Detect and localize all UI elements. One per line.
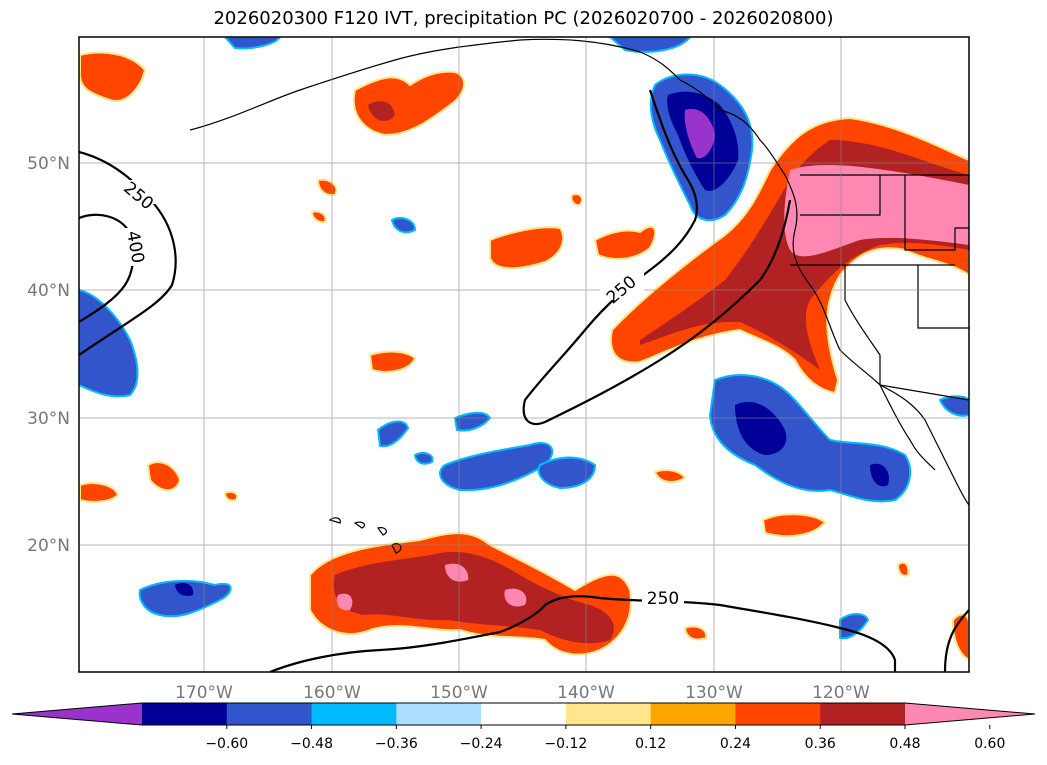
precip-neg-west bbox=[79, 288, 139, 398]
colorbar-segment bbox=[142, 703, 228, 725]
lat-tick-labels: 50°N 40°N 30°N 20°N bbox=[27, 154, 70, 556]
colorbar-tick-label: 0.48 bbox=[889, 736, 920, 752]
coastline-westcoast bbox=[784, 174, 969, 506]
lon-label-170w: 170°W bbox=[175, 683, 233, 703]
border-states3 bbox=[844, 265, 881, 385]
precip-blob-6 bbox=[146, 461, 182, 492]
island-hawaii4 bbox=[391, 543, 402, 554]
colorbar-extend-low bbox=[12, 703, 142, 725]
colorbar-segment bbox=[650, 703, 736, 725]
island-hawaii3 bbox=[377, 527, 387, 536]
precip-blob-1 bbox=[79, 51, 147, 102]
precip-region-south-max2 bbox=[504, 588, 527, 607]
precip-neg-baja-strong bbox=[735, 401, 787, 455]
colorbar-outline bbox=[11, 702, 1036, 726]
precip-blob-16 bbox=[223, 490, 238, 502]
colorbar-tick-label: 0.12 bbox=[635, 736, 666, 752]
map-title: 2026020300 F120 IVT, precipitation PC (2… bbox=[213, 8, 834, 29]
colorbar-segment bbox=[311, 703, 397, 725]
precip-region-south-strong bbox=[333, 551, 614, 644]
colorbar-tick-label: −0.60 bbox=[205, 736, 248, 752]
coastlines bbox=[189, 38, 969, 554]
precip-blob-4 bbox=[593, 225, 657, 261]
ivt-contour-250-east bbox=[943, 609, 969, 672]
colorbar-segment bbox=[481, 703, 567, 725]
coastline-alaska bbox=[189, 38, 681, 131]
precip-blob-7 bbox=[79, 482, 120, 503]
precip-region-south-max1 bbox=[445, 563, 469, 582]
precip-blob-9 bbox=[653, 469, 687, 483]
lon-label-140w: 140°W bbox=[557, 683, 615, 703]
border-mexico bbox=[879, 384, 969, 401]
colorbar-segment bbox=[565, 703, 652, 725]
colorbar-segment bbox=[396, 703, 482, 725]
contour-label-250-south: 250 bbox=[647, 589, 679, 609]
colorbar-tick-label: 0.24 bbox=[720, 736, 751, 752]
lon-label-150w: 150°W bbox=[430, 683, 488, 703]
ivt-contour-250-south bbox=[269, 595, 897, 672]
ivt-contour-250-west bbox=[79, 150, 177, 356]
colorbar-tick-label: 0.36 bbox=[805, 736, 836, 752]
colorbar: −0.60 −0.48 −0.36 −0.24 −0.12 0.12 0.24 0.36 0.4… bbox=[11, 702, 1036, 752]
precip-neg-mid3 bbox=[376, 420, 410, 448]
lon-label-120w: 120°W bbox=[812, 683, 870, 703]
contour-labels: 250 400 250 250 bbox=[118, 178, 684, 609]
gridlines bbox=[79, 37, 969, 672]
precip-blob-3 bbox=[489, 226, 565, 270]
coastline-bc bbox=[679, 79, 786, 176]
precip-neg-small4 bbox=[413, 452, 434, 465]
precip-blob-10 bbox=[683, 625, 708, 641]
precip-neg-baja-strong2 bbox=[870, 463, 889, 487]
colorbar-segment bbox=[226, 703, 313, 725]
precip-blob-12 bbox=[310, 210, 327, 224]
coastline-baja bbox=[879, 384, 936, 471]
lon-tick-labels: 170°W 160°W 150°W 140°W 130°W 120°W bbox=[175, 683, 870, 703]
precip-neg-small1 bbox=[390, 217, 417, 234]
precip-neg-sw bbox=[138, 579, 232, 618]
precip-region-south-max3 bbox=[336, 593, 353, 611]
lat-label-50n: 50°N bbox=[27, 154, 70, 174]
colorbar-extend-high bbox=[905, 703, 1035, 725]
colorbar-tick-label: 0.60 bbox=[974, 736, 1005, 752]
precip-region-westcoast-max bbox=[784, 165, 969, 257]
colorbar-tick-label: −0.24 bbox=[460, 736, 503, 752]
precip-blob-5 bbox=[368, 350, 417, 373]
precip-neg-pnw-max bbox=[684, 108, 715, 159]
precip-negative-regions bbox=[79, 37, 969, 640]
map-plot-area bbox=[79, 37, 969, 672]
lon-label-160w: 160°W bbox=[303, 683, 361, 703]
colorbar-segment bbox=[735, 703, 821, 725]
lon-label-130w: 130°W bbox=[685, 683, 743, 703]
border-states5 bbox=[904, 175, 969, 251]
lat-label-30n: 30°N bbox=[27, 409, 70, 429]
precip-blob-15 bbox=[896, 561, 910, 577]
lat-label-40n: 40°N bbox=[27, 281, 70, 301]
ivt-contour-250-pnw bbox=[522, 89, 792, 426]
ivt-contours bbox=[79, 89, 969, 672]
lat-label-20n: 20°N bbox=[27, 536, 70, 556]
map-frame bbox=[78, 36, 970, 673]
border-states1 bbox=[800, 175, 881, 216]
precip-blob-2-core bbox=[368, 101, 395, 121]
precip-neg-mid2 bbox=[537, 456, 597, 490]
colorbar-tick-label: −0.48 bbox=[290, 736, 333, 752]
precip-blob-13 bbox=[570, 193, 583, 207]
precip-neg-sw-core bbox=[175, 583, 194, 596]
island-hawaii2 bbox=[353, 521, 366, 529]
precip-neg-small2 bbox=[839, 613, 870, 640]
colorbar-segment bbox=[820, 703, 906, 725]
border-states4 bbox=[917, 265, 969, 329]
colorbar-tick-label: −0.12 bbox=[544, 736, 587, 752]
precip-blob-8 bbox=[761, 513, 827, 538]
colorbar-tick-label: −0.36 bbox=[375, 736, 418, 752]
